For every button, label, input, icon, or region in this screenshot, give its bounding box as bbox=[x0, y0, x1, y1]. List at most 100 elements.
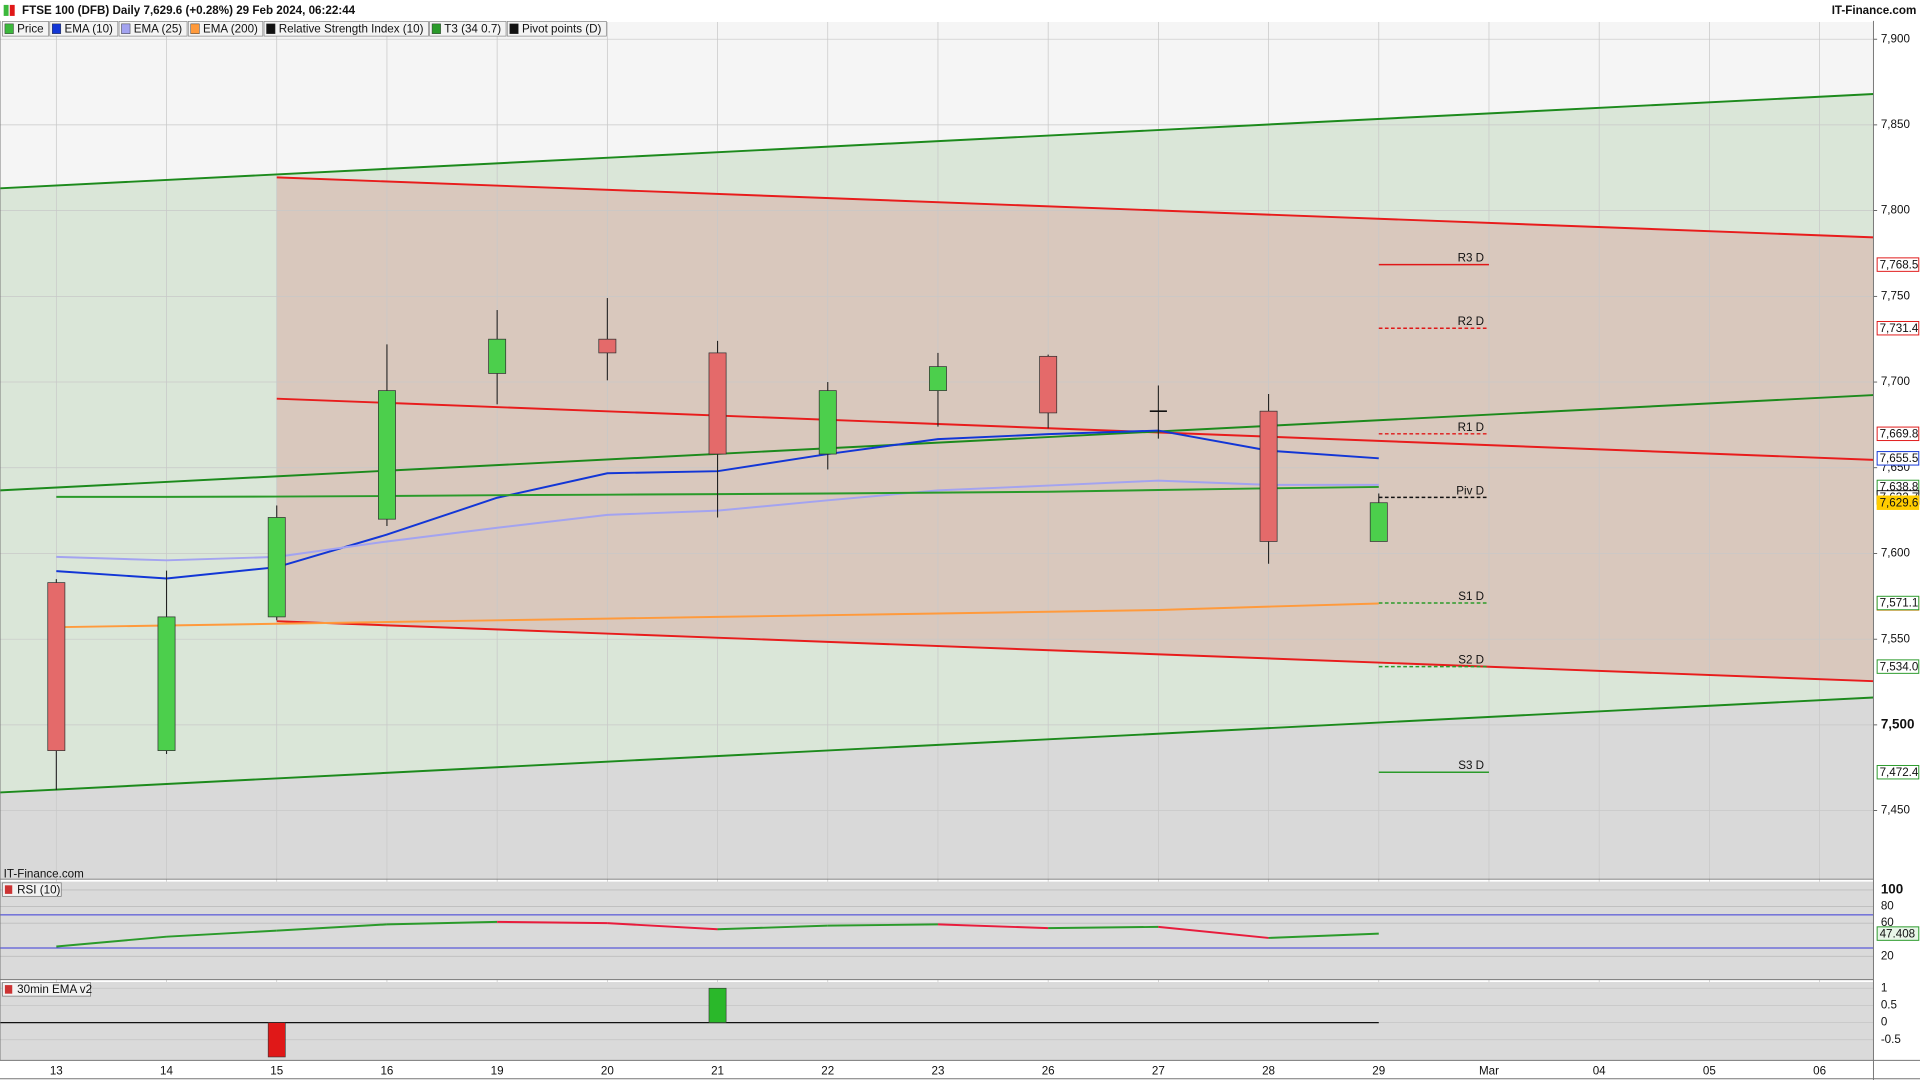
x-tick-label: 29 bbox=[1372, 1065, 1385, 1078]
x-tick-label: 04 bbox=[1593, 1065, 1606, 1078]
axis-value-box: 7,629.6 bbox=[1876, 495, 1920, 510]
panel-background bbox=[0, 982, 1874, 1061]
axis-value-label: 7,571.1 bbox=[1880, 597, 1919, 610]
y-tick-label: 60 bbox=[1881, 916, 1894, 929]
rsi-segment bbox=[1158, 925, 1269, 939]
y-tick-label: 7,700 bbox=[1881, 375, 1911, 388]
y-tick-label: 7,900 bbox=[1881, 32, 1911, 45]
legend-label: EMA (25) bbox=[134, 22, 183, 35]
axis-value-label: 7,669.8 bbox=[1880, 428, 1919, 441]
axis-value-box: 7,534.0 bbox=[1876, 659, 1920, 674]
legend-item: EMA (200) bbox=[187, 21, 264, 37]
y-tick-label: -0.5 bbox=[1881, 1033, 1901, 1046]
y-tick-label: 0.5 bbox=[1881, 998, 1897, 1011]
trendline bbox=[276, 397, 1874, 461]
axis-value-label: 7,472.4 bbox=[1880, 766, 1919, 779]
rsi-segment bbox=[937, 923, 1049, 930]
chart-title: FTSE 100 (DFB) Daily 7,629.6 (+0.28%) 29… bbox=[22, 4, 356, 17]
y-tick-label: 100 bbox=[1881, 881, 1903, 896]
x-tick-label: 23 bbox=[931, 1065, 944, 1078]
panel-label: 30min EMA v2 bbox=[2, 982, 92, 997]
legend-item: Price bbox=[2, 21, 49, 37]
axis-value-box-bg bbox=[1876, 659, 1920, 674]
legend-box bbox=[429, 21, 507, 37]
axis-value-box: 7,655.5 bbox=[1876, 451, 1920, 466]
bar bbox=[708, 987, 727, 1023]
candle-body bbox=[267, 517, 286, 618]
panel-label-icon bbox=[4, 885, 13, 894]
x-tick-label: 26 bbox=[1042, 1065, 1055, 1078]
pivot-label: R2 D bbox=[1458, 315, 1485, 328]
rsi-segment bbox=[497, 920, 608, 925]
axis-value-label: 7,629.6 bbox=[1880, 496, 1919, 509]
axis-value-label: 7,534.0 bbox=[1880, 660, 1919, 673]
trendline bbox=[0, 394, 1874, 492]
legend-swatch bbox=[51, 23, 62, 34]
candle-body bbox=[378, 390, 396, 520]
candle-body bbox=[598, 338, 617, 354]
legend-swatch bbox=[121, 23, 131, 34]
candle-body bbox=[708, 352, 727, 455]
rsi-segment bbox=[1268, 932, 1379, 939]
candle-body bbox=[1259, 410, 1278, 542]
watermark: IT-Finance.com bbox=[4, 867, 84, 880]
candle-body bbox=[488, 338, 507, 374]
legend-box bbox=[187, 21, 264, 37]
trendline bbox=[0, 696, 1874, 794]
pivot-label: R1 D bbox=[1458, 421, 1485, 434]
axis-value-box-bg bbox=[1876, 320, 1920, 336]
axis-value-box: 7,731.4 bbox=[1876, 320, 1920, 336]
header-bar bbox=[0, 0, 1920, 21]
y-tick-label: 7,600 bbox=[1881, 547, 1911, 560]
legend-box bbox=[2, 21, 49, 37]
legend-label: EMA (200) bbox=[203, 22, 258, 35]
pivot-label: Piv D bbox=[1456, 484, 1484, 497]
bar bbox=[267, 1022, 286, 1058]
axis-value-box: 47.408 bbox=[1876, 926, 1920, 941]
x-tick-label: 27 bbox=[1152, 1065, 1165, 1078]
y-tick-label: 1 bbox=[1881, 981, 1887, 994]
rsi-segment bbox=[166, 929, 277, 938]
candle-body bbox=[157, 616, 176, 751]
legend-box bbox=[49, 21, 119, 37]
axis-value-label: 7,731.4 bbox=[1880, 322, 1919, 335]
y-tick-label: 7,750 bbox=[1881, 289, 1911, 302]
rsi-segment bbox=[717, 924, 828, 931]
legend-item: T3 (34 0.7) bbox=[429, 21, 507, 37]
y-tick-label: 20 bbox=[1881, 949, 1894, 962]
brand: IT-Finance.com bbox=[1832, 4, 1917, 17]
legend-item: EMA (10) bbox=[49, 21, 119, 37]
legend-item: EMA (25) bbox=[118, 21, 188, 37]
axis-value-box: 7,669.8 bbox=[1876, 426, 1920, 442]
legend-item: Relative Strength Index (10) bbox=[263, 21, 429, 37]
x-tick-label: Mar bbox=[1479, 1065, 1499, 1078]
legend-swatch bbox=[4, 23, 14, 34]
y-tick-label: 7,550 bbox=[1881, 632, 1911, 645]
axis-value-box-bg bbox=[1876, 595, 1920, 611]
x-tick-label: 16 bbox=[380, 1065, 393, 1078]
axis-value-box-bg bbox=[1876, 451, 1920, 466]
candle-body bbox=[818, 390, 837, 455]
plot-layer: R3 D R2 D R1 D Piv D S1 D S2 D S3 D bbox=[0, 22, 1874, 1061]
axis-value-label: 7,655.5 bbox=[1880, 452, 1919, 465]
panel-label-box bbox=[2, 982, 91, 997]
y-tick-label: 7,450 bbox=[1881, 804, 1911, 817]
legend-box bbox=[118, 21, 188, 37]
header-icon bbox=[3, 4, 9, 16]
pivot-label: S3 D bbox=[1458, 759, 1484, 772]
rsi-segment bbox=[827, 923, 938, 927]
pivot-label: S2 D bbox=[1458, 654, 1484, 667]
x-tick-label: 06 bbox=[1813, 1065, 1826, 1078]
axis-value-box-bg bbox=[1876, 764, 1920, 780]
x-tick-label: 22 bbox=[821, 1065, 834, 1078]
panel-background bbox=[0, 881, 1874, 980]
legend-box bbox=[506, 21, 607, 37]
indicator-line bbox=[56, 602, 1379, 629]
legend-swatch bbox=[190, 23, 200, 34]
axis-value-box-bg bbox=[1876, 426, 1920, 442]
legend-item: Pivot points (D) bbox=[506, 21, 607, 37]
rsi-segment bbox=[607, 922, 718, 931]
